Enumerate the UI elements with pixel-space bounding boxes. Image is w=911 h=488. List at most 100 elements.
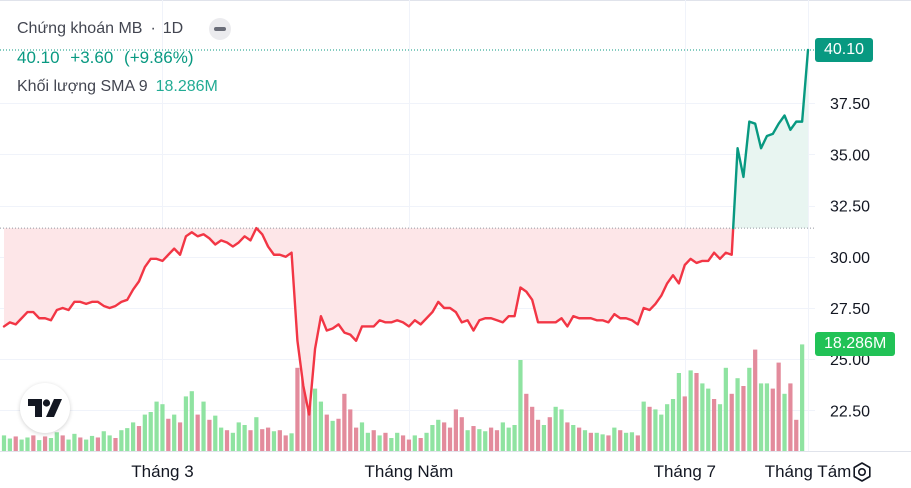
legend-price-row: 40.10 +3.60 (+9.86%) <box>17 42 231 72</box>
volume-bar <box>365 432 370 451</box>
collapse-legend-icon[interactable] <box>209 18 232 40</box>
volume-bar <box>242 425 247 451</box>
volume-bar <box>336 418 341 451</box>
volume-bar <box>359 422 365 451</box>
volume-bar <box>442 422 447 451</box>
volume-bar <box>559 409 564 451</box>
volume-bar <box>418 438 423 451</box>
volume-bar <box>483 431 488 451</box>
volume-bar <box>189 391 194 451</box>
chart-legend: Chứng khoán MB · 1D 40.10 +3.60 (+9.86%)… <box>17 16 232 102</box>
volume-bar <box>588 432 593 451</box>
tradingview-logo-icon[interactable] <box>20 383 70 433</box>
volume-bar <box>377 435 382 451</box>
volume-bar <box>84 439 89 451</box>
legend-volume-row[interactable]: Khối lượng SMA 9 18.286M <box>17 72 231 102</box>
time-tick-label: Tháng 7 <box>654 462 716 481</box>
volume-bar <box>389 438 394 451</box>
last-price-value: 40.10 <box>17 48 60 67</box>
volume-bar <box>594 432 599 451</box>
volume-bar <box>782 393 787 451</box>
volume-bar <box>312 388 318 451</box>
volume-bar <box>89 435 95 451</box>
volume-bar <box>700 383 705 451</box>
time-axis[interactable]: Tháng 3 Tháng Năm Tháng 7 Tháng Tám <box>131 462 851 481</box>
volume-bar <box>477 429 482 451</box>
volume-bar <box>236 422 241 451</box>
volume-bar <box>277 430 282 451</box>
volume-bar <box>148 412 153 451</box>
volume-bar <box>512 425 517 451</box>
price-tick-label: 22.50 <box>830 403 870 420</box>
volume-bar <box>13 436 18 451</box>
volume-bar <box>60 435 65 451</box>
baseline-areas <box>4 49 808 415</box>
volume-bar <box>330 420 335 451</box>
volume-bar <box>301 378 306 451</box>
volume-bar <box>271 431 277 451</box>
volume-bar <box>260 429 265 451</box>
volume-bar <box>612 427 617 451</box>
volume-bar <box>582 430 588 451</box>
volume-bar <box>166 418 171 451</box>
volume-bar <box>42 436 48 451</box>
volume-bar <box>471 426 476 451</box>
volume-bar <box>453 409 458 451</box>
volume-bar <box>412 435 417 451</box>
volume-bar <box>19 439 24 451</box>
volume-bar <box>764 383 770 451</box>
volume-bar <box>465 430 470 451</box>
volume-bar <box>142 414 147 451</box>
volume-bar <box>383 432 388 451</box>
volume-bar <box>295 367 300 451</box>
volume-bar <box>66 439 71 451</box>
volume-bar <box>641 401 646 451</box>
area-fill-up <box>733 49 808 229</box>
volume-bar <box>694 373 699 451</box>
price-tick-label: 32.50 <box>830 199 870 216</box>
price-segment-down <box>2 226 735 416</box>
volume-bar <box>324 414 329 451</box>
volume-bar <box>623 432 629 451</box>
volume-bar <box>265 427 271 451</box>
volume-bar <box>647 406 652 451</box>
volume-bar <box>1 435 7 451</box>
volume-bar <box>711 399 717 451</box>
volume-bar <box>494 430 500 451</box>
volume-bar <box>541 425 547 451</box>
interval-label[interactable]: 1D <box>162 20 184 37</box>
volume-bar <box>800 344 805 451</box>
symbol-title[interactable]: Chứng khoán MB <box>17 20 143 37</box>
separator-dot: · <box>150 20 156 37</box>
volume-bar <box>670 399 676 451</box>
volume-bar <box>283 435 288 451</box>
volume-bar <box>107 435 112 451</box>
price-tick-label: 27.50 <box>830 301 870 318</box>
volume-bars <box>1 344 805 451</box>
volume-bar <box>183 396 189 451</box>
legend-symbol-row[interactable]: Chứng khoán MB · 1D <box>17 16 232 42</box>
volume-bar <box>207 419 212 451</box>
volume-bar <box>500 422 505 451</box>
last-price-label: 40.10 <box>815 38 874 62</box>
volume-bar <box>342 393 347 451</box>
volume-bar <box>160 404 165 451</box>
volume-bar <box>553 406 558 451</box>
volume-bar <box>400 435 406 451</box>
volume-bar <box>289 433 294 451</box>
settings-icon[interactable] <box>851 461 873 483</box>
volume-bar <box>665 404 670 451</box>
volume-bar <box>717 404 723 451</box>
volume-bar <box>219 427 224 451</box>
price-line <box>2 48 810 416</box>
volume-bar <box>524 393 529 451</box>
volume-bar <box>682 396 687 451</box>
volume-bar <box>577 427 582 451</box>
price-axis[interactable]: 37.50 35.00 32.50 30.00 27.50 25.00 22.50 <box>830 96 870 420</box>
volume-bar <box>788 383 793 451</box>
volume-bar <box>25 437 30 451</box>
price-tick-label: 30.00 <box>830 250 870 267</box>
volume-bar <box>254 417 259 451</box>
volume-bar <box>54 432 59 451</box>
